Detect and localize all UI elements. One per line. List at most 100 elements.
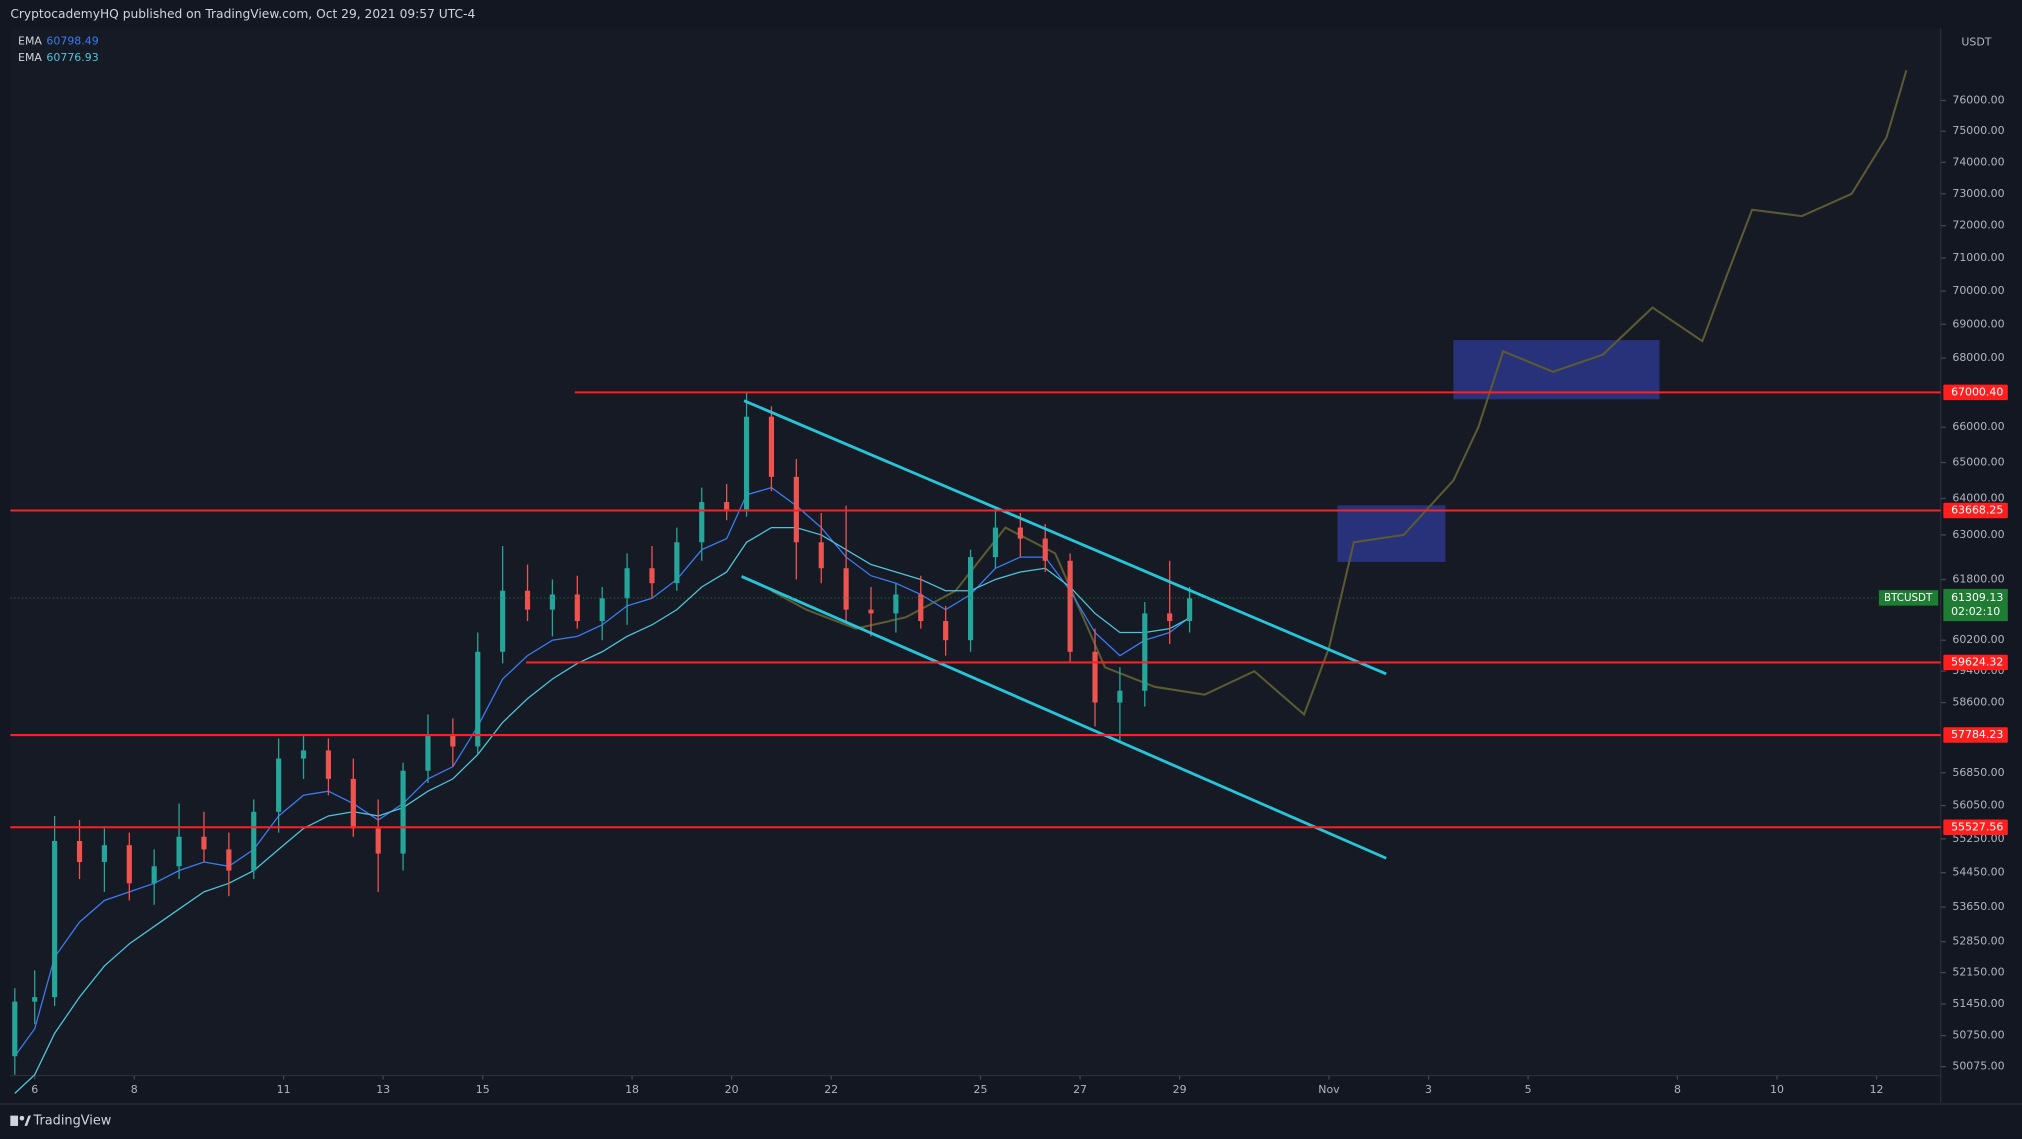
x-tick-label: 20	[725, 1083, 739, 1096]
candle-body	[76, 840, 83, 863]
x-tick-label: 22	[824, 1083, 838, 1096]
candle-body	[768, 416, 775, 477]
level-label: 63668.25	[1951, 503, 2003, 516]
y-tick-label: 55250.00	[1952, 832, 2004, 845]
candle-body	[500, 590, 506, 652]
y-tick-label: 66000.00	[1952, 420, 2004, 433]
candle-body	[649, 568, 655, 584]
candle-body	[251, 811, 257, 871]
currency: USDT	[1961, 36, 1991, 49]
y-tick-label: 52850.00	[1952, 935, 2004, 948]
level-label: 55527.56	[1951, 820, 2003, 833]
y-tick-label: 65000.00	[1952, 456, 2004, 469]
ema-line	[14, 526, 1190, 1094]
candle-body	[201, 836, 207, 850]
candle-body	[918, 594, 924, 622]
level-label-box	[1943, 819, 2008, 836]
candle-body	[943, 621, 949, 641]
zone	[1337, 505, 1446, 562]
y-tick-label: 52150.00	[1952, 966, 2004, 979]
candle-body	[176, 836, 182, 867]
y-tick-label: 74000.00	[1952, 155, 2004, 168]
level-label: 67000.40	[1951, 385, 2003, 398]
x-tick-label: 8	[1674, 1083, 1681, 1096]
symbol-label: BTCUSDT	[1884, 592, 1933, 604]
y-tick-label: 56050.00	[1952, 799, 2004, 812]
x-tick-label: 10	[1770, 1083, 1784, 1096]
y-tick-label: 68000.00	[1952, 351, 2004, 364]
x-tick-label: 18	[625, 1083, 639, 1096]
x-tick-label: 12	[1870, 1083, 1884, 1096]
candle-body	[101, 845, 107, 863]
ema-legend-name: EMA	[18, 34, 42, 47]
candle-body	[549, 594, 555, 610]
y-tick-label: 53650.00	[1952, 900, 2004, 913]
candle-body	[475, 651, 481, 747]
x-tick-label: 5	[1525, 1083, 1532, 1096]
channel-line	[741, 575, 1387, 860]
candle-body	[1042, 538, 1048, 561]
projection	[770, 69, 1908, 717]
candle-body	[599, 598, 605, 622]
candle-body	[868, 609, 874, 614]
y-tick-label: 56850.00	[1952, 766, 2004, 779]
channel-line	[743, 399, 1387, 676]
y-tick-label: 54450.00	[1952, 866, 2004, 879]
candle-body	[724, 502, 730, 510]
last-price-box	[1943, 588, 2008, 622]
candle-body	[1117, 690, 1123, 703]
level-label-box	[1943, 502, 2008, 519]
y-tick-label: 69000.00	[1952, 317, 2004, 330]
candle-body	[967, 557, 974, 641]
x-tick-label: 11	[277, 1083, 291, 1096]
y-tick-label: 61800.00	[1952, 572, 2004, 585]
x-tick-label: 3	[1425, 1083, 1432, 1096]
y-tick-label: 64000.00	[1952, 491, 2004, 504]
y-tick-label: 75000.00	[1952, 124, 2004, 137]
candle-body	[350, 778, 356, 829]
candle-body	[743, 416, 750, 510]
symbol-box	[1878, 590, 1939, 606]
header: CryptocademyHQ published on TradingView.…	[10, 7, 475, 21]
x-tick-label: 15	[476, 1083, 490, 1096]
y-tick-label: 73000.00	[1952, 187, 2004, 200]
candle-body	[674, 542, 680, 584]
candle-body	[425, 734, 431, 771]
candle-body	[1067, 560, 1073, 652]
level-label: 57784.23	[1951, 728, 2003, 741]
y-tick-label: 72000.00	[1952, 219, 2004, 232]
candle-body	[699, 502, 705, 543]
candle-body	[52, 840, 58, 998]
candle-body	[524, 590, 531, 610]
y-tick-label: 70000.00	[1952, 284, 2004, 297]
level-label-box	[1943, 384, 2008, 401]
level-label-box	[1943, 727, 2008, 743]
countdown: 02:02:10	[1951, 605, 2000, 618]
candle-body	[893, 594, 899, 614]
x-tick-label: 27	[1073, 1083, 1087, 1096]
x-tick-label: Nov	[1318, 1083, 1340, 1096]
x-tick-label: 25	[974, 1083, 988, 1096]
y-tick-label: 50075.00	[1952, 1060, 2004, 1073]
candle-body	[1142, 613, 1148, 691]
x-tick-label: 29	[1173, 1083, 1187, 1096]
candle-body	[400, 770, 406, 854]
candle-body	[1092, 651, 1098, 703]
x-tick-label: 6	[31, 1083, 38, 1096]
candle-body	[1017, 527, 1023, 539]
brand: TradingView	[33, 1113, 112, 1128]
x-tick-label: 13	[376, 1083, 390, 1096]
y-tick-label: 71000.00	[1952, 251, 2004, 264]
x-tick-label: 8	[131, 1083, 138, 1096]
level-label: 59624.32	[1951, 655, 2003, 668]
candle-body	[450, 734, 456, 747]
y-tick-label: 51450.00	[1952, 997, 2004, 1010]
candle-body	[276, 758, 282, 812]
candle-body	[624, 568, 630, 599]
candle-body	[300, 750, 307, 759]
y-tick-label: 76000.00	[1952, 94, 2004, 107]
y-tick-label: 58600.00	[1952, 696, 2004, 709]
ema-legend-value: 60776.93	[46, 51, 98, 64]
